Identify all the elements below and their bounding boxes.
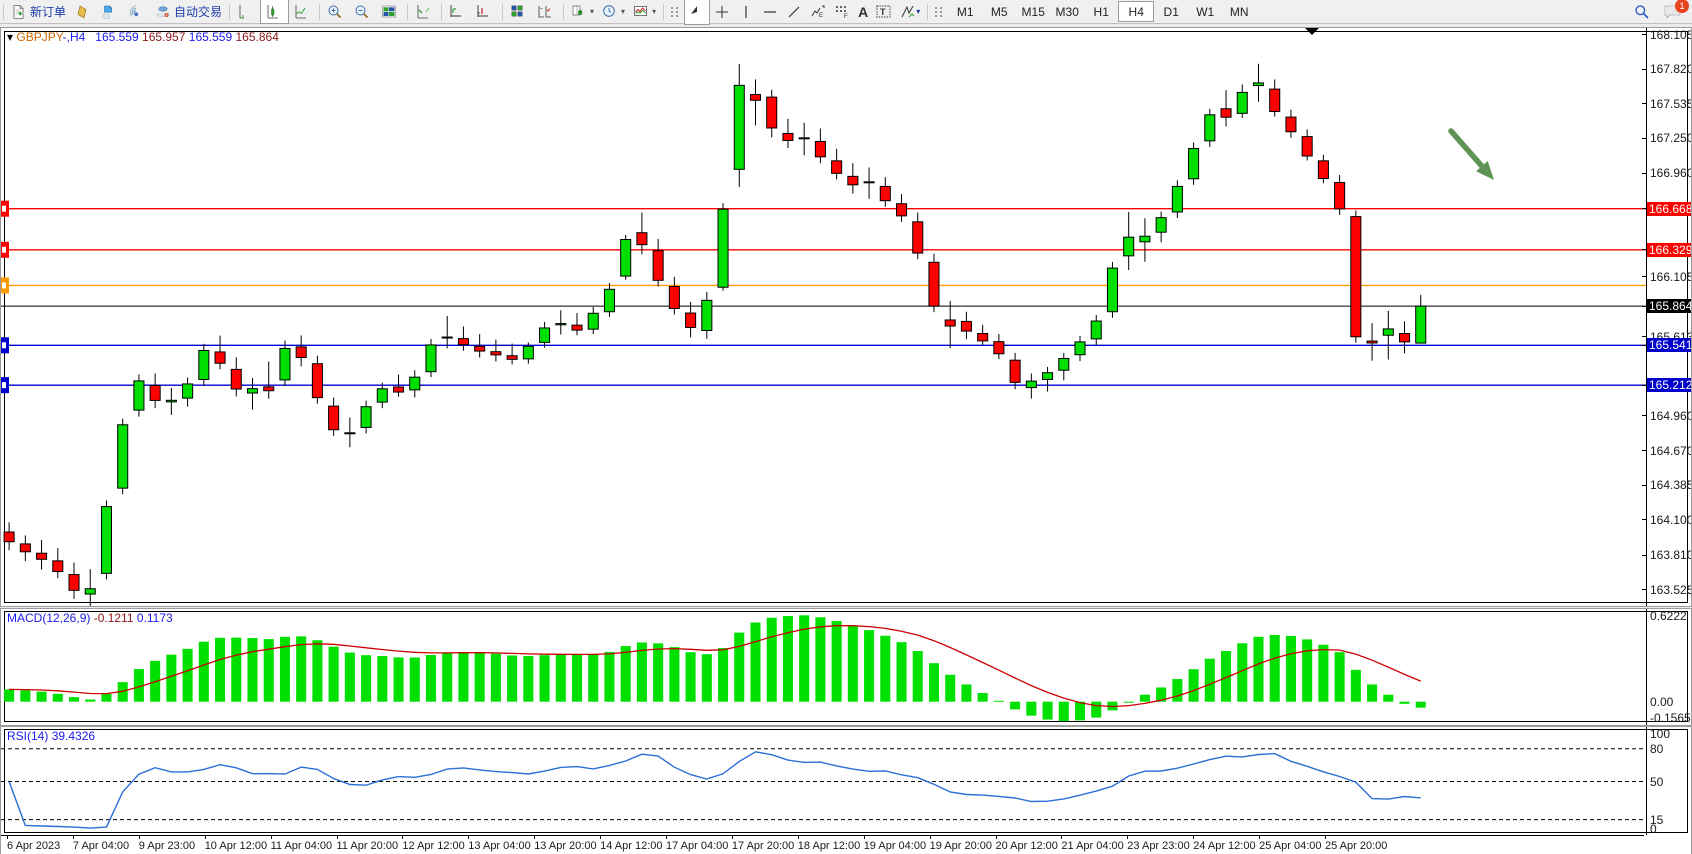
svg-text:E: E	[819, 13, 823, 19]
svg-text:F: F	[844, 14, 848, 20]
svg-text:T: T	[880, 7, 886, 17]
